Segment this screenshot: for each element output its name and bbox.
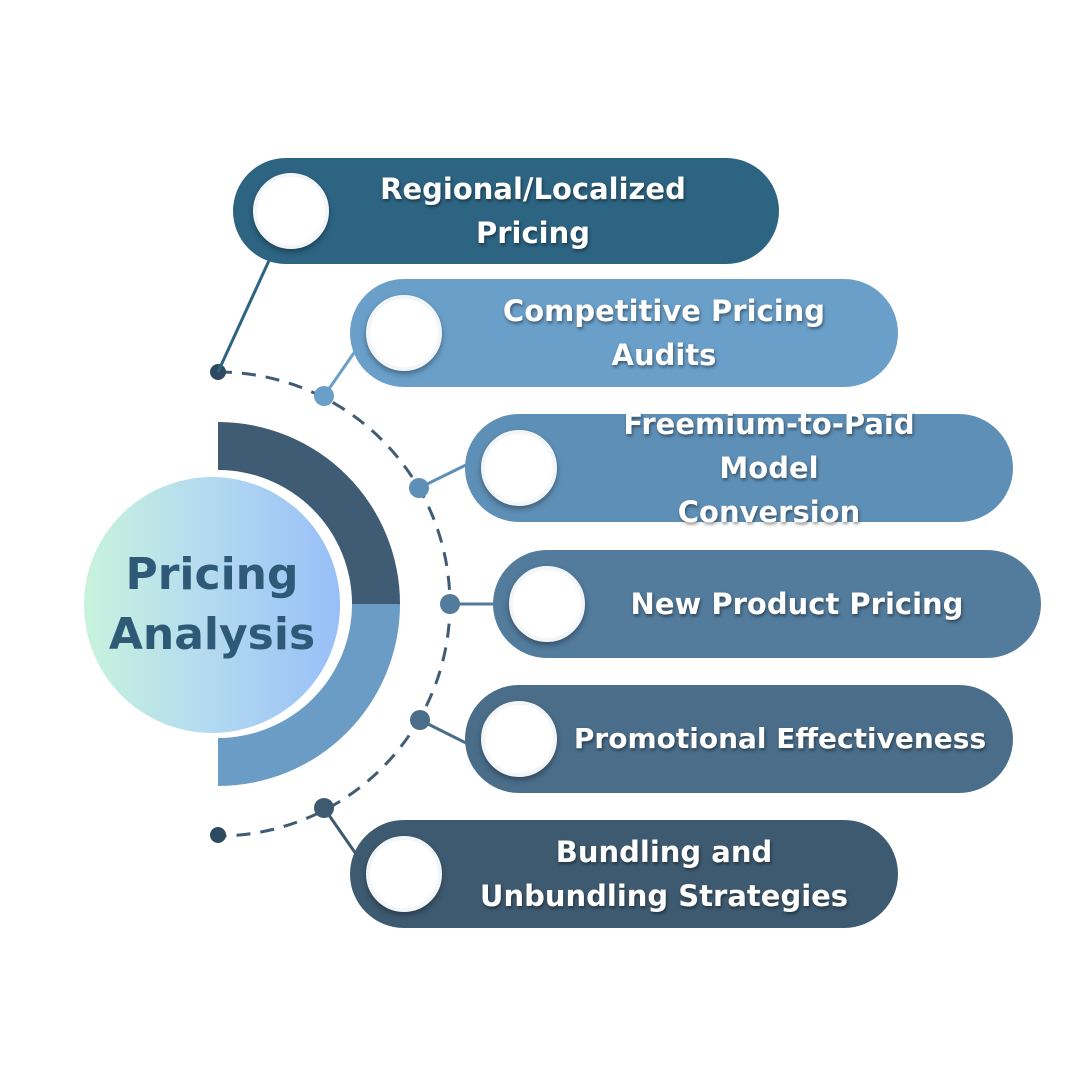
item-pill-competitive-audits: Competitive Pricing Audits	[350, 279, 898, 387]
item-pill-bundling-strategies: Bundling and Unbundling Strategies	[350, 820, 898, 928]
item-pill-regional-pricing: Regional/Localized Pricing	[233, 158, 779, 264]
item-label: Bundling and Unbundling Strategies	[479, 835, 849, 913]
center-title-circle: Pricing Analysis	[84, 477, 340, 733]
item-pill-new-product-pricing: New Product Pricing	[493, 550, 1041, 658]
item-marker-circle	[366, 836, 442, 912]
item-label: New Product Pricing	[630, 587, 964, 621]
connector-dot-2	[314, 386, 334, 406]
item-label: Promotional Effectiveness	[573, 722, 987, 755]
connector-dot-3	[409, 478, 429, 498]
connector-dot-4	[440, 594, 460, 614]
arc-bottom-segment	[218, 604, 400, 786]
connector-dot-5	[410, 710, 430, 730]
connector-line-1	[216, 253, 274, 373]
item-marker-circle	[509, 566, 585, 642]
arc-top-segment	[218, 422, 400, 604]
item-pill-promotional-effectiveness: Promotional Effectiveness	[465, 685, 1013, 793]
item-label: Competitive Pricing Audits	[502, 294, 826, 372]
orbit-end-dot-bottom	[210, 827, 226, 843]
item-label: Freemium-to-Paid Model Conversion	[623, 407, 915, 529]
item-pill-freemium-conversion: Freemium-to-Paid Model Conversion	[465, 407, 1013, 529]
item-marker-circle	[481, 701, 557, 777]
item-marker-circle	[253, 173, 329, 249]
item-marker-circle	[481, 430, 557, 506]
center-title: Pricing Analysis	[108, 549, 316, 660]
item-marker-circle	[366, 295, 442, 371]
connector-dot-6	[314, 798, 334, 818]
item-label: Regional/Localized Pricing	[380, 172, 686, 250]
